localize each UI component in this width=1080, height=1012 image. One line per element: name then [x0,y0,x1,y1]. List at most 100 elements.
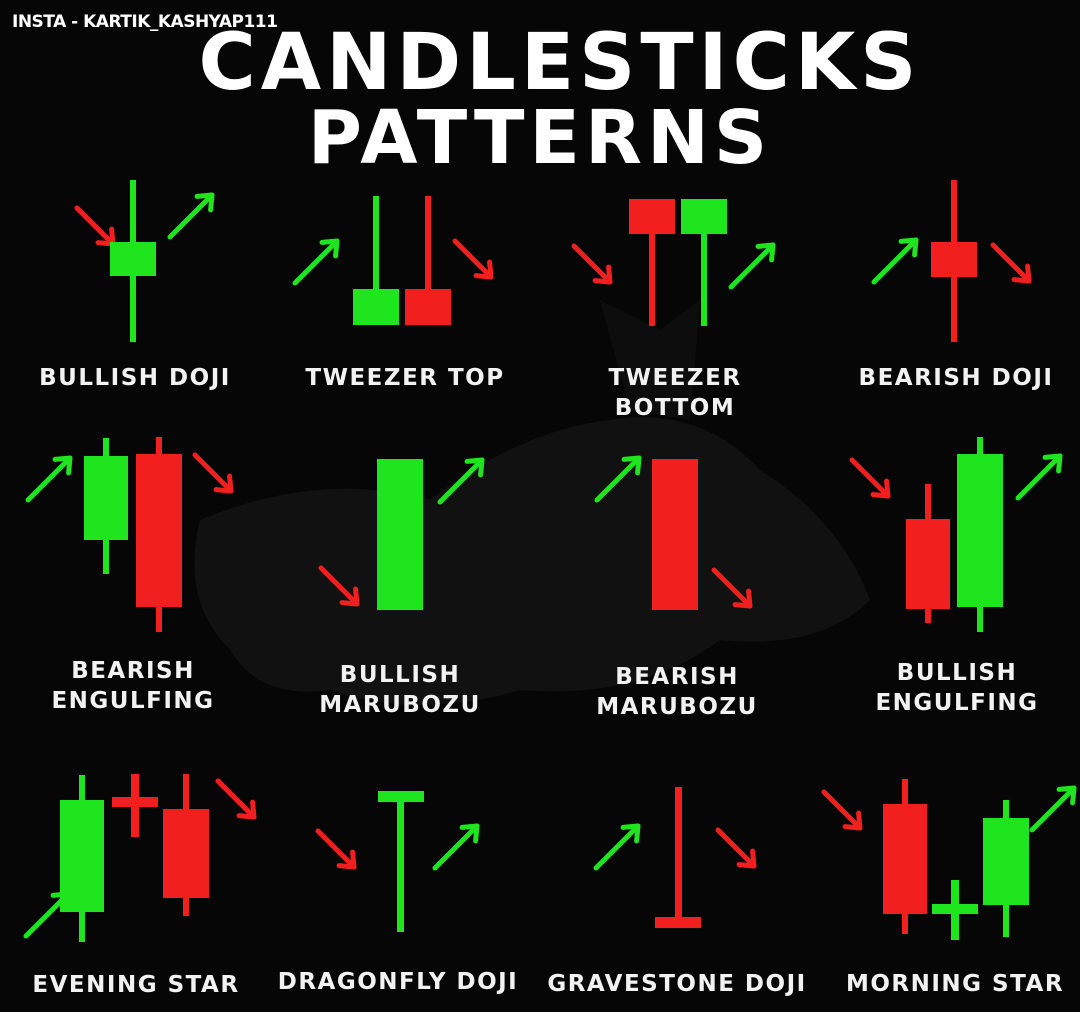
page-title-line-1: CANDLESTICKS [198,18,922,108]
instagram-watermark: INSTA - KARTIK_KASHYAP111 [12,12,278,32]
tweezer-top-out-arrow-head [473,259,494,280]
label-tweezer-top: TWEEZER TOP [305,365,505,391]
bearish-marubozu-in-arrow-head [621,455,642,476]
bearish-doji-in-arrow-shaft [871,237,919,285]
tweezer-bottom-red-body [629,199,675,234]
morning-star-doji-wick [951,880,959,940]
bearish-marubozu-body [652,459,698,610]
bearish-engulfing-green-upper-wick [103,438,109,456]
bearish-engulfing-red-lower-wick [156,607,162,632]
tweezer-bottom-out-arrow-head [755,242,776,263]
bullish-engulfing-green-body [957,454,1003,607]
label-bullish-marubozu: BULLISH MARUBOZU [319,662,481,718]
bullish-doji-lower-wick [130,276,136,342]
bearish-marubozu-out-arrow-head [732,588,753,609]
bullish-engulfing-red-upper-wick [925,484,931,519]
bullish-doji-out-arrow-head [194,192,215,213]
morning-star-in-arrow-shaft [821,789,863,831]
morning-star-green-lower-wick [1003,905,1009,937]
label-bearish-doji: BEARISH DOJI [858,365,1054,391]
dragonfly-doji-out-arrow-shaft [432,823,480,871]
dragonfly-doji-in-arrow-head [336,849,357,870]
tweezer-top-green-upper-wick [373,196,379,289]
tweezer-top-red-upper-wick [425,196,431,289]
evening-star-green-lower-wick [79,912,85,942]
evening-star-red-lower-wick [183,898,189,916]
bearish-engulfing-green-lower-wick [103,540,109,574]
tweezer-top-red-body [405,289,451,325]
gravestone-doji-wick [675,787,682,924]
bullish-doji-upper-wick [130,180,136,242]
tweezer-bottom-green-body [681,199,727,234]
bearish-engulfing-out-arrow-shaft [192,452,234,494]
bullish-engulfing-in-arrow-head [870,478,891,499]
bearish-engulfing-in-arrow-shaft [25,455,73,503]
bullish-marubozu-out-arrow-shaft [437,457,485,505]
morning-star-red-upper-wick [902,779,908,804]
bearish-marubozu-in-arrow-shaft [594,455,642,503]
bearish-doji-out-arrow-shaft [990,242,1032,284]
gravestone-doji-in-arrow-shaft [593,823,641,871]
label-evening-star: EVENING STAR [32,972,240,998]
bearish-doji-out-arrow-head [1011,263,1032,284]
label-dragonfly-doji: DRAGONFLY DOJI [277,969,519,995]
tweezer-top-in-arrow-shaft [292,238,340,286]
morning-star-green-body [983,818,1029,905]
evening-star-out-arrow-shaft [215,778,257,820]
morning-star-green-upper-wick [1003,800,1009,818]
bearish-marubozu-out-arrow-shaft [711,567,753,609]
evening-star-out-arrow-head [236,799,257,820]
morning-star-out-arrow-head [1056,785,1077,806]
morning-star-in-arrow-head [842,810,863,831]
morning-star-red-body [883,804,927,914]
bullish-engulfing-out-arrow-shaft [1015,453,1063,501]
dragonfly-doji-in-arrow-shaft [315,828,357,870]
bearish-engulfing-in-arrow-head [52,455,73,476]
label-gravestone-doji: GRAVESTONE DOJI [547,971,807,997]
evening-star-doji-wick [131,774,139,837]
label-bearish-engulfing: BEARISH ENGULFING [51,658,215,714]
bearish-doji-upper-wick [951,180,957,242]
gravestone-doji-body [655,917,701,928]
tweezer-bottom-in-arrow-head [592,264,613,285]
bullish-doji-in-arrow-shaft [74,205,116,247]
bearish-doji-body [931,242,977,277]
bullish-engulfing-green-upper-wick [977,437,983,454]
bullish-marubozu-out-arrow-head [464,457,485,478]
bullish-engulfing-green-lower-wick [977,607,983,632]
tweezer-bottom-green-lower-wick [701,234,707,326]
tweezer-top-out-arrow-shaft [452,238,494,280]
bullish-engulfing-out-arrow-head [1042,453,1063,474]
tweezer-top-in-arrow-head [319,238,340,259]
bullish-engulfing-in-arrow-shaft [849,457,891,499]
tweezer-bottom-out-arrow-shaft [728,242,776,290]
bearish-doji-lower-wick [951,277,957,342]
bearish-engulfing-out-arrow-head [213,473,234,494]
morning-star-red-lower-wick [902,914,908,934]
evening-star-red-body [163,809,209,898]
evening-star-red-upper-wick [183,774,189,809]
label-bullish-engulfing: BULLISH ENGULFING [875,660,1039,716]
bullish-engulfing-red-lower-wick [925,609,931,623]
gravestone-doji-out-arrow-shaft [715,827,757,869]
bearish-engulfing-red-upper-wick [156,437,162,454]
label-bullish-doji: BULLISH DOJI [39,365,231,391]
bearish-doji-in-arrow-head [898,237,919,258]
gravestone-doji-out-arrow-head [736,848,757,869]
morning-star-out-arrow-shaft [1029,785,1077,833]
gravestone-doji-in-arrow-head [620,823,641,844]
tweezer-bottom-in-arrow-shaft [571,243,613,285]
bullish-doji-body [110,242,156,276]
label-tweezer-bottom: TWEEZER BOTTOM [608,365,742,421]
dragonfly-doji-wick [397,795,404,932]
bullish-doji-out-arrow-shaft [167,192,215,240]
bullish-marubozu-in-arrow-head [339,586,360,607]
tweezer-top-green-body [353,289,399,325]
bearish-engulfing-green-body [84,456,128,540]
bullish-marubozu-body [377,459,423,610]
bearish-engulfing-red-body [136,454,182,607]
bullish-marubozu-in-arrow-shaft [318,565,360,607]
label-bearish-marubozu: BEARISH MARUBOZU [596,664,758,720]
